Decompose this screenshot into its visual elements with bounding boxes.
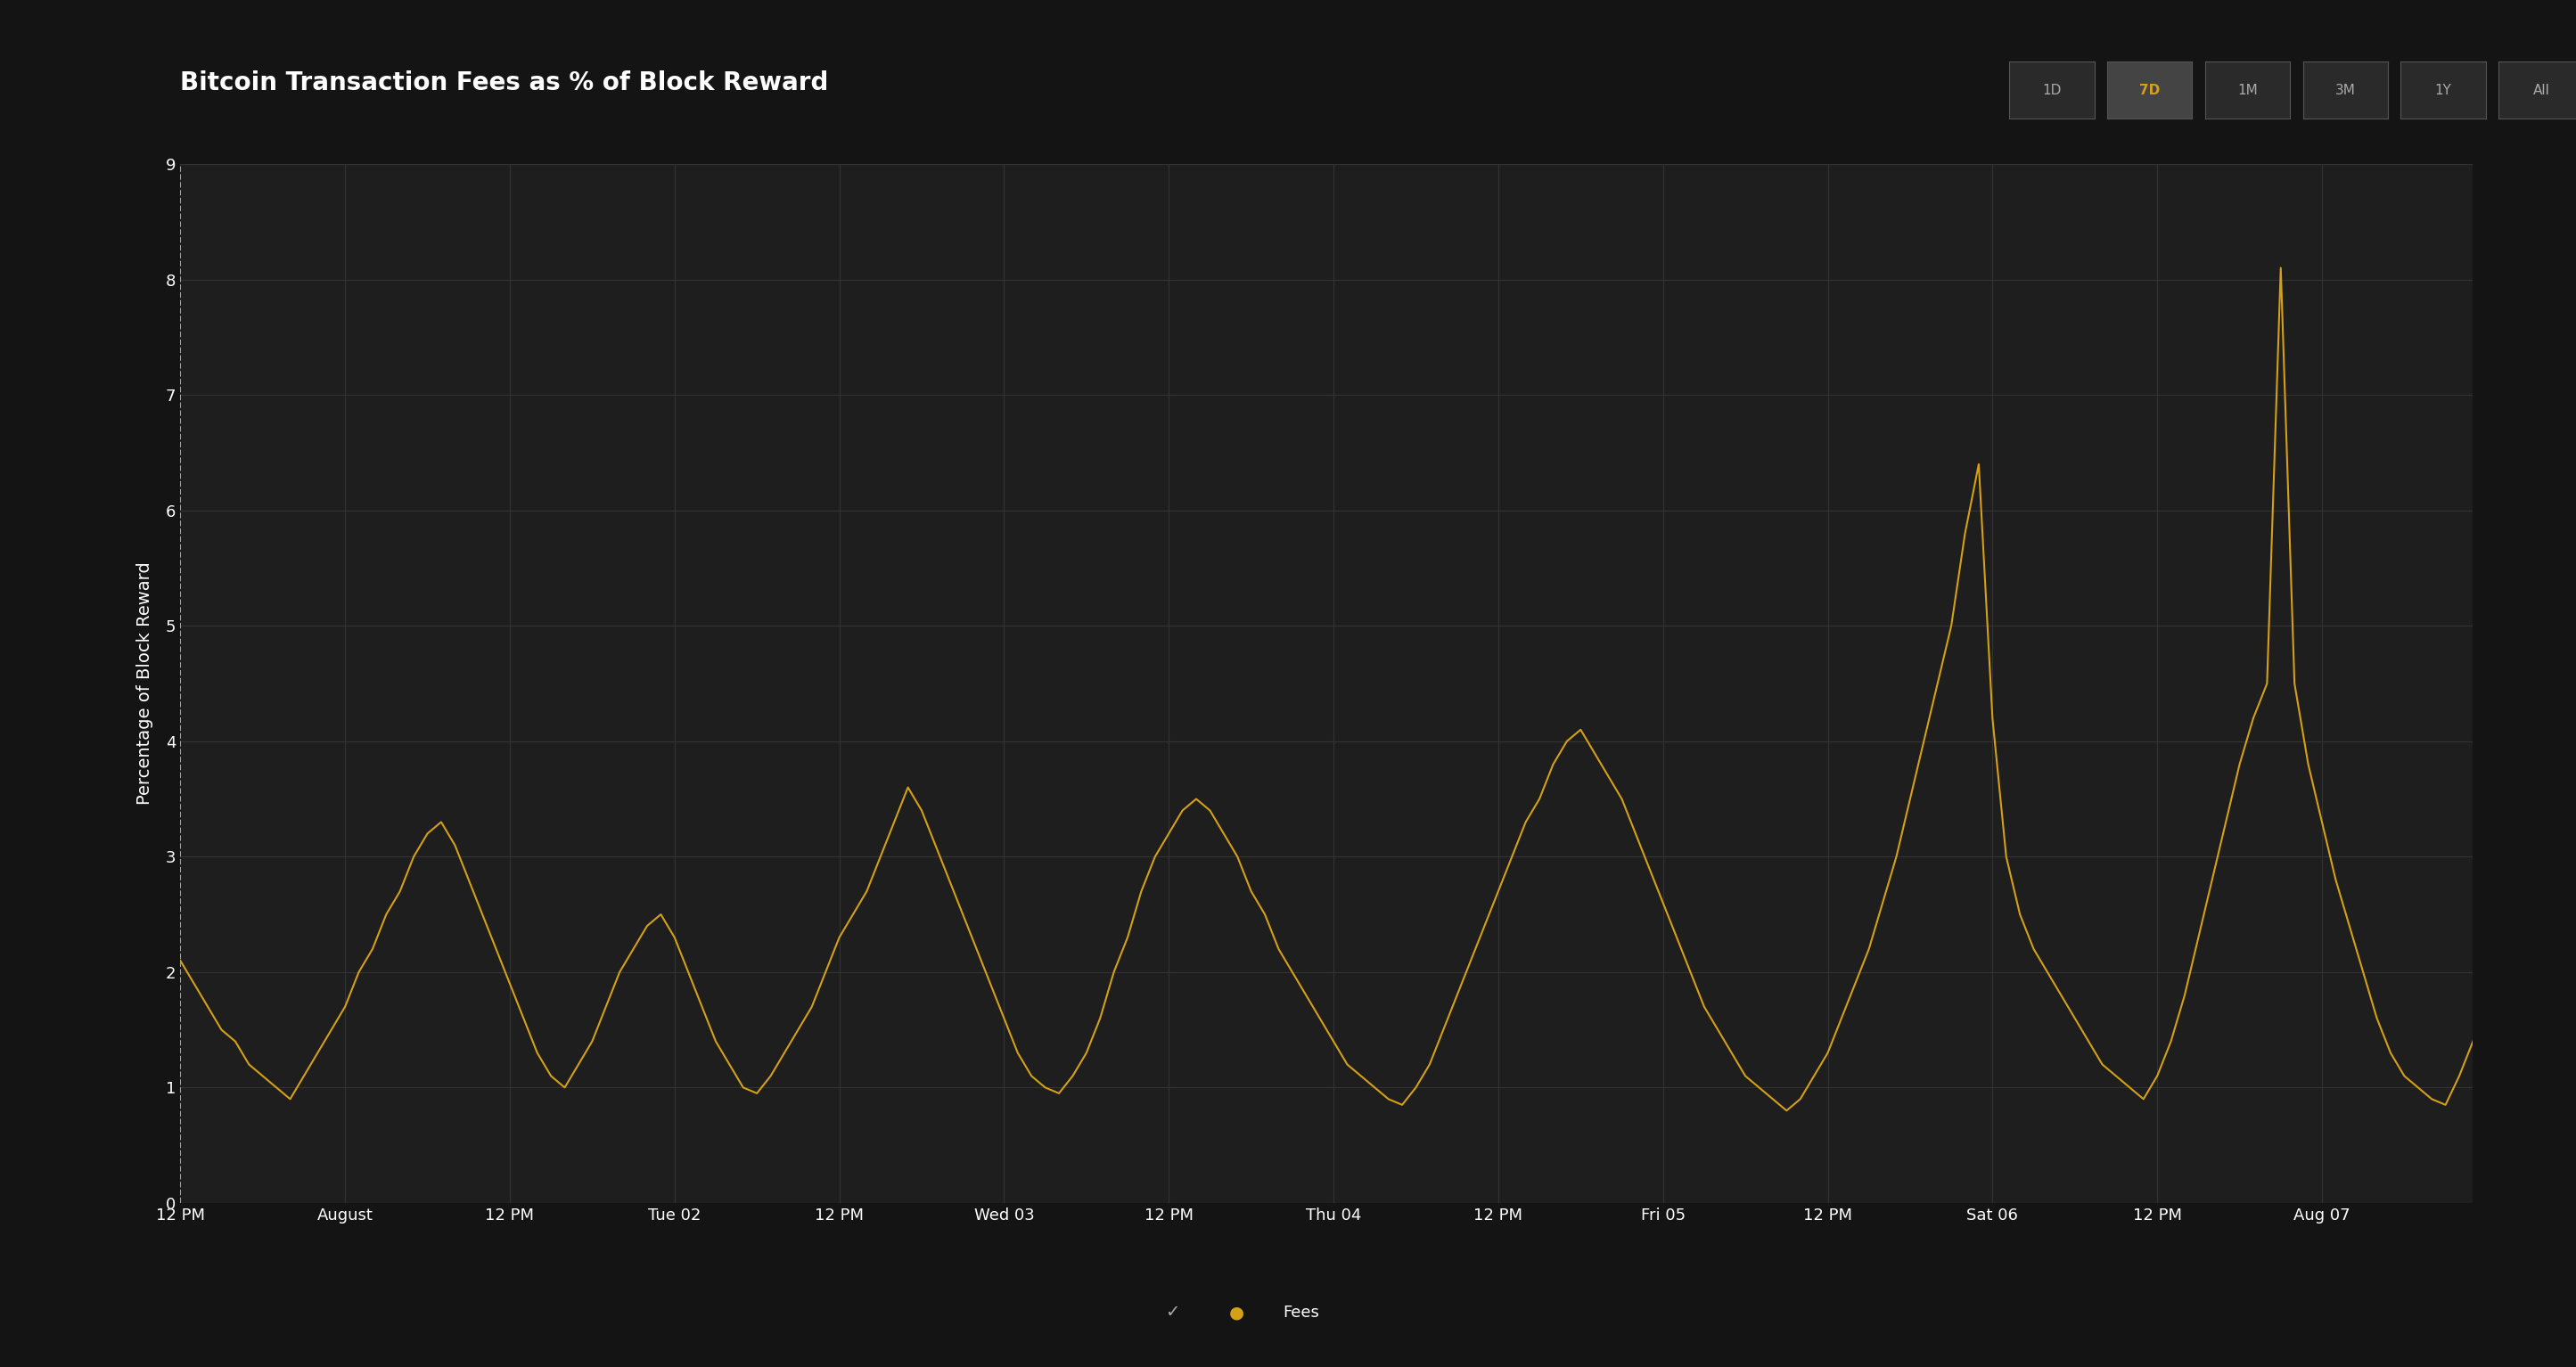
Text: 1Y: 1Y (2434, 83, 2452, 97)
Text: ✓: ✓ (1164, 1304, 1180, 1321)
Text: Bitcoin Transaction Fees as % of Block Reward: Bitcoin Transaction Fees as % of Block R… (180, 71, 829, 96)
Text: 1M: 1M (2239, 83, 2257, 97)
Text: All: All (2532, 83, 2550, 97)
Text: Fees: Fees (1283, 1304, 1319, 1321)
Text: 3M: 3M (2336, 83, 2354, 97)
Y-axis label: Percentage of Block Reward: Percentage of Block Reward (137, 562, 155, 805)
Text: 7D: 7D (2138, 83, 2161, 97)
Text: 1D: 1D (2043, 83, 2061, 97)
Text: ●: ● (1229, 1304, 1244, 1321)
